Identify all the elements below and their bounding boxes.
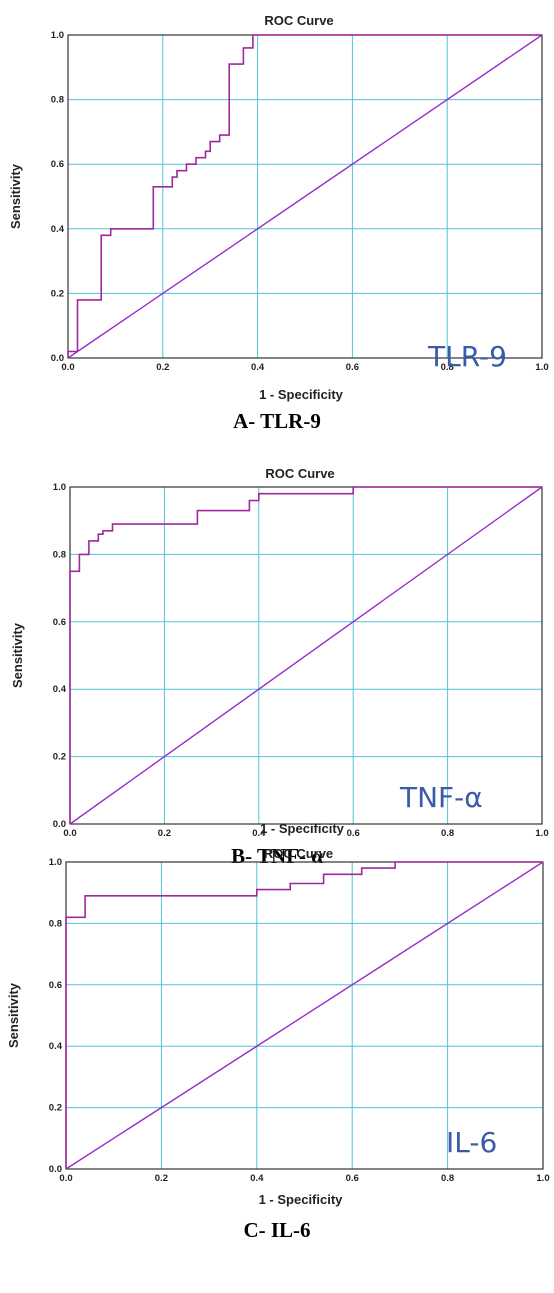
y-tick-label: 0.4	[53, 684, 67, 695]
x-tick-label: 0.0	[61, 362, 74, 373]
x-tick-label: 1.0	[535, 828, 548, 839]
roc-panel-3: 0.00.0 0.2 0.2 0.4 0.4 0.6 0.6 0.8 0.8 1.0 1.0 ROC …	[6, 846, 550, 1242]
y-tick-label: 0.8	[49, 918, 62, 929]
panel-caption: C- IL-6	[243, 1218, 310, 1242]
chart-title: ROC Curve	[264, 13, 333, 28]
y-tick-label: 0.2	[53, 752, 66, 763]
y-tick-label: 0.0	[49, 1164, 62, 1175]
y-tick-label: 0.2	[49, 1103, 62, 1114]
y-tick-label: 0.0	[53, 819, 66, 830]
x-tick-label: 0.2	[156, 362, 169, 373]
y-tick-label: 0.6	[51, 159, 64, 170]
y-tick-label: 0.2	[51, 288, 64, 299]
x-axis-label: 1 - Specificity	[259, 1192, 344, 1207]
roc-curve	[67, 34, 542, 358]
reference-line	[65, 861, 544, 1170]
y-axis-label: Sensitivity	[6, 982, 21, 1048]
x-tick-label: 0.4	[252, 828, 266, 839]
x-tick-label: 0.4	[251, 362, 265, 373]
x-tick-label: 0.8	[441, 1173, 454, 1184]
x-tick-label: 0.2	[155, 1173, 168, 1184]
x-tick-label: 1.0	[536, 1173, 549, 1184]
y-axis-label: Sensitivity	[8, 163, 23, 229]
x-tick-label: 1.0	[535, 362, 548, 373]
y-tick-label: 0.0	[51, 353, 64, 364]
x-tick-label: 0.2	[158, 828, 171, 839]
x-tick-label: 0.6	[347, 828, 360, 839]
chart-title: ROC Curve	[264, 846, 333, 861]
roc-panel-1: 0.00.0 0.2 0.2 0.4 0.4 0.6 0.6 0.8 0.8 1.0 1.0 ROC …	[8, 13, 549, 433]
x-tick-label: 0.0	[63, 828, 76, 839]
x-axis-label: 1 - Specificity	[259, 387, 344, 402]
y-tick-label: 0.4	[49, 1041, 63, 1052]
y-tick-label: 1.0	[49, 857, 62, 868]
y-tick-label: 0.6	[53, 617, 66, 628]
reference-line	[69, 486, 543, 825]
y-axis-label: Sensitivity	[10, 622, 25, 688]
x-axis-label: 1 - Specificity	[260, 821, 345, 836]
reference-line	[67, 34, 543, 359]
chart-title: ROC Curve	[265, 466, 334, 481]
panel-annotation: TLR-9	[427, 340, 507, 373]
x-tick-label: 0.6	[346, 362, 359, 373]
roc-curve	[65, 861, 543, 1169]
y-tick-label: 1.0	[51, 30, 64, 41]
x-tick-label: 0.8	[441, 828, 454, 839]
y-tick-label: 0.8	[51, 95, 64, 106]
x-tick-label: 0.4	[250, 1173, 264, 1184]
y-tick-label: 0.8	[53, 549, 66, 560]
roc-curve	[69, 486, 542, 824]
x-tick-label: 0.8	[441, 362, 454, 373]
panel-annotation: IL-6	[446, 1126, 497, 1159]
roc-panel-2: 0.00.0 0.2 0.2 0.4 0.4 0.6 0.6 0.8 0.8 1.0 1.0 ROC …	[10, 466, 549, 868]
y-tick-label: 0.6	[49, 980, 62, 991]
panel-caption: B- TNF- α	[231, 844, 323, 868]
y-tick-label: 1.0	[53, 482, 66, 493]
y-tick-label: 0.4	[51, 224, 65, 235]
panel-annotation: TNF-α	[399, 781, 483, 814]
panel-caption: A- TLR-9	[233, 409, 321, 433]
x-tick-label: 0.0	[59, 1173, 72, 1184]
x-tick-label: 0.6	[346, 1173, 359, 1184]
